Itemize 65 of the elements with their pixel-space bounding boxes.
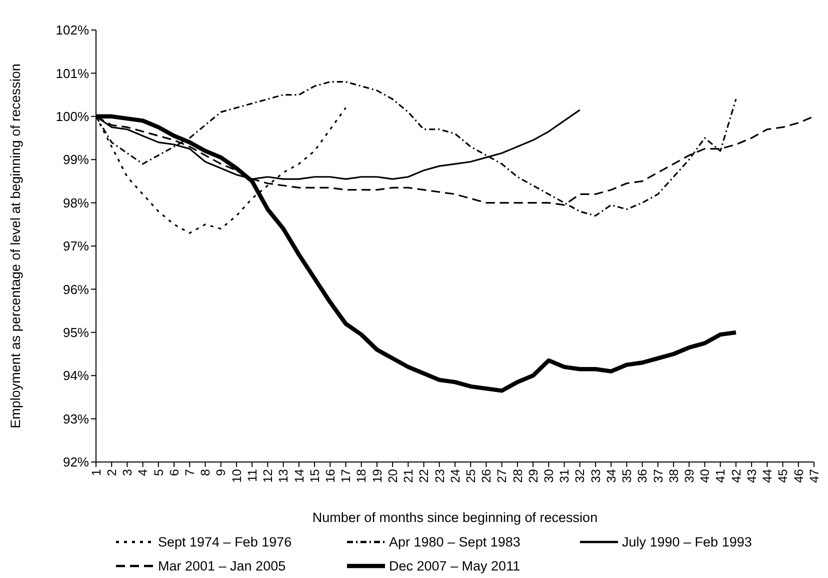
x-tick-label: 7 (183, 468, 198, 476)
x-tick-label: 40 (698, 468, 712, 483)
y-tick-label: 96% (62, 282, 90, 297)
y-tick-label: 92% (62, 454, 90, 470)
legend-label: Mar 2001 – Jan 2005 (158, 558, 286, 574)
x-tick-label: 28 (510, 468, 525, 483)
legend-label: Sept 1974 – Feb 1976 (158, 534, 292, 550)
x-tick-label: 13 (276, 468, 291, 483)
x-tick-label: 18 (354, 468, 369, 483)
x-tick-label: 31 (558, 468, 572, 483)
x-tick-label: 4 (136, 468, 150, 476)
x-tick-label: 3 (120, 468, 135, 476)
x-tick-label: 15 (308, 468, 322, 483)
x-tick-label: 17 (339, 468, 354, 483)
x-tick-label: 33 (588, 468, 603, 483)
x-tick-label: 2 (104, 468, 119, 476)
legend-label: Apr 1980 – Sept 1983 (389, 534, 520, 550)
y-tick-label: 102% (56, 22, 90, 38)
x-tick-label: 22 (417, 468, 432, 483)
y-tick-label: 97% (62, 238, 90, 254)
x-tick-label: 42 (729, 468, 744, 483)
y-tick-label: 101% (56, 66, 90, 81)
x-tick-label: 46 (792, 468, 806, 483)
x-tick-label: 21 (402, 468, 416, 483)
x-tick-label: 19 (370, 468, 384, 483)
x-tick-label: 45 (776, 468, 790, 483)
x-tick-label: 35 (620, 468, 634, 483)
x-tick-label: 47 (807, 468, 822, 483)
x-tick-label: 43 (744, 468, 759, 483)
x-tick-label: 25 (464, 468, 478, 483)
x-tick-label: 1 (89, 468, 104, 476)
x-tick-label: 16 (324, 468, 338, 483)
x-tick-label: 10 (230, 468, 244, 483)
x-tick-label: 41 (714, 468, 728, 483)
x-tick-label: 30 (542, 468, 556, 483)
x-tick-label: 27 (495, 468, 510, 483)
x-tick-label: 9 (214, 468, 228, 476)
x-tick-label: 11 (245, 468, 260, 482)
x-tick-label: 32 (573, 468, 588, 483)
x-tick-label: 6 (167, 468, 182, 476)
x-tick-label: 44 (760, 468, 775, 483)
y-tick-label: 100% (56, 108, 90, 124)
x-tick-label: 20 (386, 468, 400, 483)
x-tick-label: 23 (432, 468, 447, 483)
y-axis-title: Employment as percentage of level at beginning of recession (8, 64, 23, 428)
x-tick-label: 14 (292, 468, 306, 483)
y-tick-label: 95% (62, 324, 90, 340)
legend-label: July 1990 – Feb 1993 (622, 534, 752, 550)
x-tick-label: 5 (152, 468, 166, 476)
y-tick-label: 94% (62, 368, 90, 384)
y-tick-label: 99% (62, 152, 90, 168)
x-tick-label: 26 (480, 468, 494, 483)
y-tick-label: 93% (62, 411, 90, 426)
x-tick-label: 38 (666, 468, 681, 483)
x-tick-label: 8 (198, 468, 213, 476)
x-tick-label: 12 (261, 468, 276, 483)
y-tick-label: 98% (62, 195, 90, 210)
x-tick-label: 39 (682, 468, 697, 483)
x-tick-label: 29 (526, 468, 540, 483)
x-tick-label: 24 (448, 468, 462, 483)
x-axis-title: Number of months since beginning of recession (312, 510, 598, 525)
x-tick-label: 36 (636, 468, 650, 483)
x-tick-label: 37 (651, 468, 666, 483)
legend-label: Dec 2007 – May 2011 (389, 558, 520, 574)
x-tick-label: 34 (604, 468, 618, 483)
